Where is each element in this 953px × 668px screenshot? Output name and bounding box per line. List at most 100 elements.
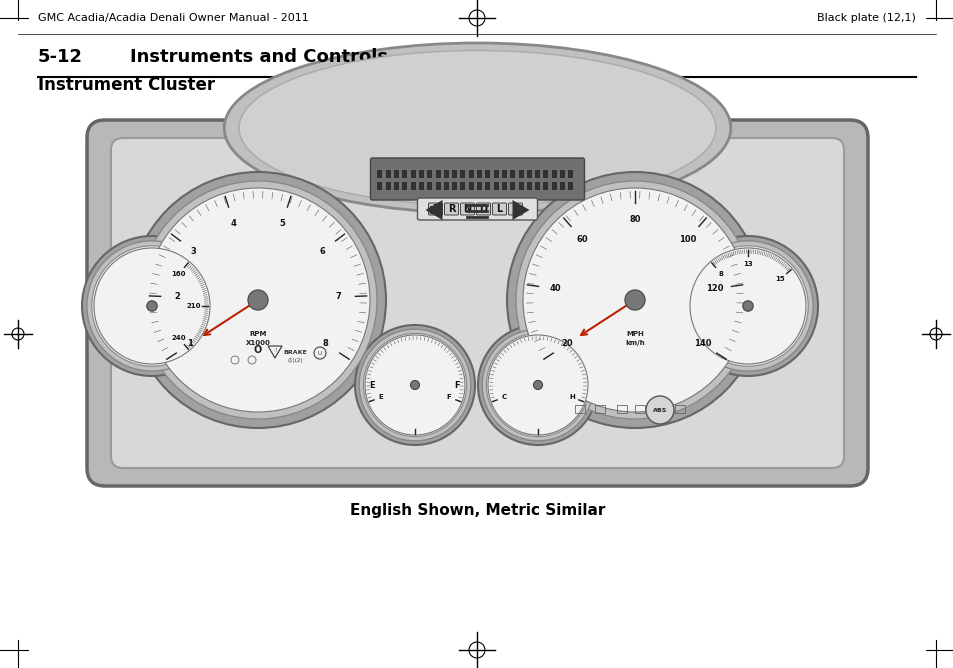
Bar: [568, 182, 573, 190]
FancyBboxPatch shape: [492, 203, 506, 215]
Text: L: L: [496, 204, 502, 214]
Circle shape: [486, 333, 589, 437]
Circle shape: [624, 290, 644, 310]
Circle shape: [146, 188, 370, 412]
Text: 240: 240: [172, 335, 186, 341]
Bar: [394, 182, 398, 190]
Bar: [427, 182, 432, 190]
Circle shape: [481, 329, 593, 441]
Text: 60: 60: [576, 234, 587, 244]
Text: H: H: [568, 394, 574, 400]
Text: Instrument Cluster: Instrument Cluster: [38, 76, 214, 94]
Text: 8: 8: [718, 271, 722, 277]
Bar: [543, 182, 548, 190]
Bar: [411, 182, 416, 190]
Text: 6: 6: [319, 246, 325, 256]
Bar: [575, 405, 584, 413]
Bar: [535, 170, 539, 178]
Bar: [675, 405, 684, 413]
Bar: [402, 182, 407, 190]
Bar: [535, 182, 539, 190]
FancyBboxPatch shape: [444, 203, 458, 215]
Circle shape: [742, 301, 753, 311]
Circle shape: [94, 248, 210, 364]
Polygon shape: [425, 200, 442, 220]
Text: 210: 210: [187, 303, 201, 309]
Circle shape: [477, 325, 598, 445]
Text: English Shown, Metric Similar: English Shown, Metric Similar: [350, 502, 604, 518]
Bar: [510, 182, 515, 190]
Bar: [436, 170, 440, 178]
Circle shape: [359, 329, 471, 441]
Text: !: !: [274, 347, 275, 353]
FancyBboxPatch shape: [428, 203, 442, 215]
Circle shape: [678, 236, 817, 376]
Bar: [476, 182, 481, 190]
FancyBboxPatch shape: [87, 120, 867, 486]
Bar: [518, 182, 523, 190]
Bar: [501, 170, 506, 178]
Bar: [427, 170, 432, 178]
Text: Black plate (12,1): Black plate (12,1): [817, 13, 915, 23]
Circle shape: [363, 333, 466, 437]
Text: km/h: km/h: [624, 339, 644, 345]
Text: 160: 160: [172, 271, 186, 277]
Text: R: R: [447, 204, 455, 214]
Circle shape: [147, 301, 157, 311]
Circle shape: [82, 236, 222, 376]
Polygon shape: [512, 200, 529, 220]
Text: Instruments and Controls: Instruments and Controls: [130, 48, 388, 66]
Circle shape: [522, 188, 746, 412]
Circle shape: [682, 241, 812, 371]
Bar: [485, 182, 490, 190]
Circle shape: [689, 248, 805, 364]
Bar: [518, 170, 523, 178]
Text: 4: 4: [231, 218, 236, 228]
Text: 1: 1: [187, 339, 193, 349]
Circle shape: [410, 381, 419, 389]
Bar: [377, 182, 382, 190]
Text: 100: 100: [679, 234, 696, 244]
Circle shape: [355, 325, 475, 445]
Bar: [559, 170, 564, 178]
Bar: [635, 405, 644, 413]
Bar: [452, 170, 456, 178]
Bar: [526, 182, 532, 190]
Bar: [494, 182, 498, 190]
Bar: [411, 170, 416, 178]
Circle shape: [91, 246, 212, 366]
Circle shape: [130, 172, 386, 428]
FancyBboxPatch shape: [508, 203, 522, 215]
Ellipse shape: [239, 51, 715, 206]
Text: 120: 120: [705, 285, 722, 293]
Circle shape: [148, 190, 368, 410]
Bar: [501, 182, 506, 190]
Circle shape: [516, 181, 753, 419]
Text: 13: 13: [742, 261, 752, 267]
Circle shape: [687, 246, 807, 366]
Text: F: F: [446, 394, 451, 400]
Text: 5: 5: [279, 218, 285, 228]
Text: P: P: [432, 204, 438, 214]
Bar: [551, 182, 557, 190]
Text: RPM: RPM: [249, 331, 267, 337]
Bar: [418, 170, 423, 178]
Text: 20: 20: [561, 339, 573, 349]
Bar: [476, 170, 481, 178]
Bar: [452, 182, 456, 190]
Bar: [568, 170, 573, 178]
Bar: [460, 182, 465, 190]
Text: ABS: ABS: [652, 407, 666, 413]
Text: O: O: [253, 345, 262, 355]
Ellipse shape: [224, 43, 730, 213]
Bar: [377, 170, 382, 178]
Text: 15: 15: [775, 276, 784, 282]
Circle shape: [645, 396, 673, 424]
FancyBboxPatch shape: [370, 158, 584, 200]
Text: (1)(2): (1)(2): [287, 357, 302, 363]
Bar: [595, 405, 604, 413]
Bar: [494, 170, 498, 178]
Bar: [559, 182, 564, 190]
Text: E: E: [378, 394, 383, 400]
FancyBboxPatch shape: [460, 203, 474, 215]
